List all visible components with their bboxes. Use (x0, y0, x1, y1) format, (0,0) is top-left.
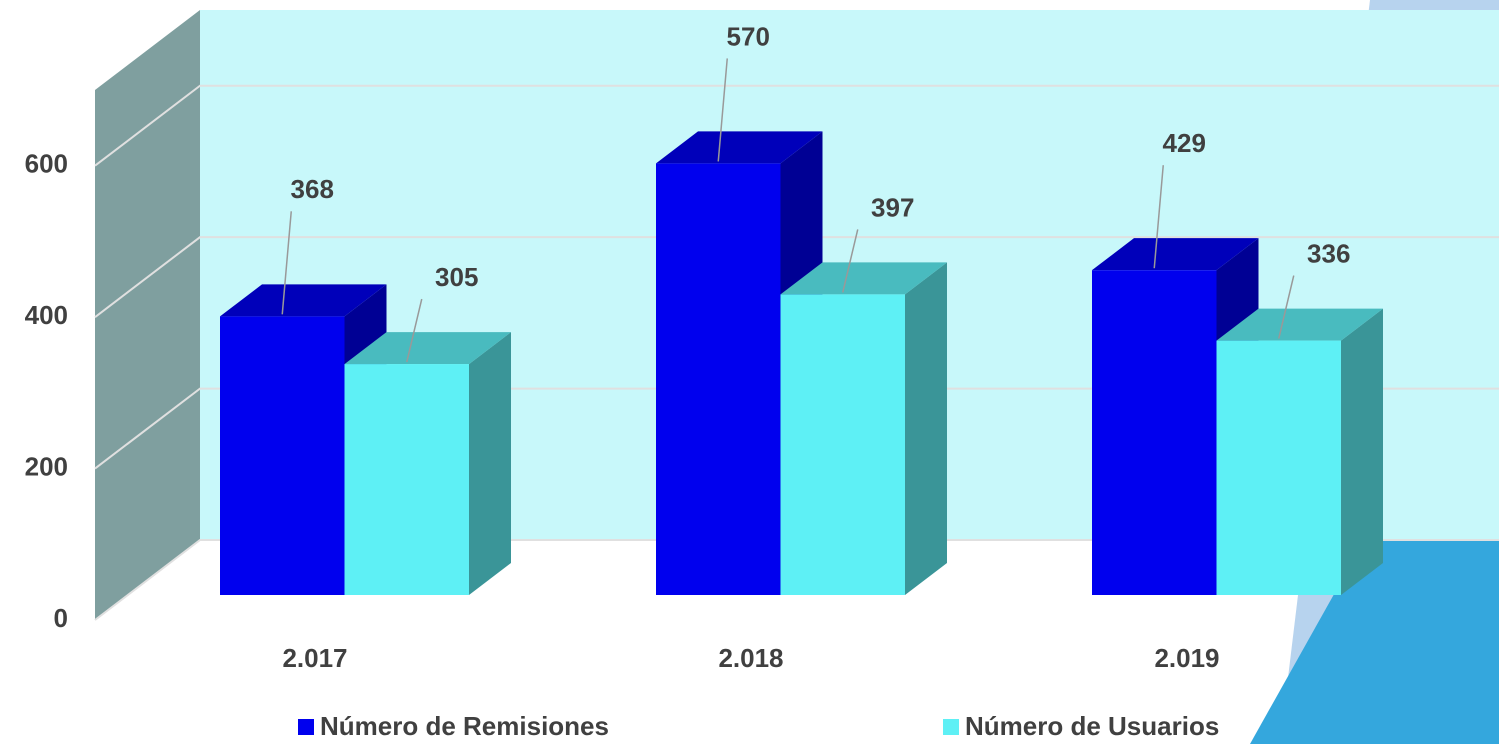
y-tick-label: 0 (54, 603, 68, 633)
leader-line (717, 58, 728, 162)
y-tick-label: 600 (25, 149, 68, 179)
legend-swatch (943, 719, 959, 735)
x-tick-label: 2.018 (718, 643, 783, 673)
bar (656, 163, 781, 595)
bar-top (656, 131, 823, 164)
bar (780, 294, 905, 595)
bars (220, 131, 1383, 595)
grid-line (94, 539, 1499, 621)
bar (344, 364, 469, 595)
legend-swatch (298, 719, 314, 735)
bar (220, 316, 345, 595)
data-label: 397 (871, 192, 914, 222)
legend-label: Número de Remisiones (320, 711, 609, 741)
data-label: 368 (291, 174, 334, 204)
y-tick-label: 400 (25, 300, 68, 330)
x-tick-label: 2.017 (282, 643, 347, 673)
leader-line (406, 298, 423, 363)
leader-line (281, 211, 292, 315)
bar-side (1341, 308, 1383, 595)
leader-line (842, 229, 859, 293)
data-label: 429 (1163, 128, 1206, 158)
grid-line (94, 84, 1499, 167)
bar (1092, 270, 1217, 595)
x-tick-label: 2.019 (1154, 643, 1219, 673)
legend-label: Número de Usuarios (965, 711, 1219, 741)
bar-side (905, 262, 947, 595)
bar-top (220, 284, 387, 317)
bar-side (469, 332, 511, 595)
bar-top (344, 332, 511, 365)
leader-line (1153, 165, 1164, 269)
data-label: 336 (1307, 238, 1350, 268)
grid-line (94, 236, 1499, 318)
data-label: 570 (727, 21, 770, 51)
grid-line (94, 387, 1499, 470)
y-tick-label: 200 (25, 451, 68, 481)
bar-top (1216, 308, 1383, 341)
leader-line (1278, 275, 1295, 339)
data-label: 305 (435, 262, 478, 292)
side-wall (95, 10, 200, 620)
labels: 0 200 400 600 2.017 368 305 2.018 570 397 2.019 429… (25, 21, 1351, 741)
grid (94, 84, 1499, 621)
bar-top (1092, 238, 1259, 271)
bar (1216, 340, 1341, 595)
bar-top (780, 262, 947, 295)
